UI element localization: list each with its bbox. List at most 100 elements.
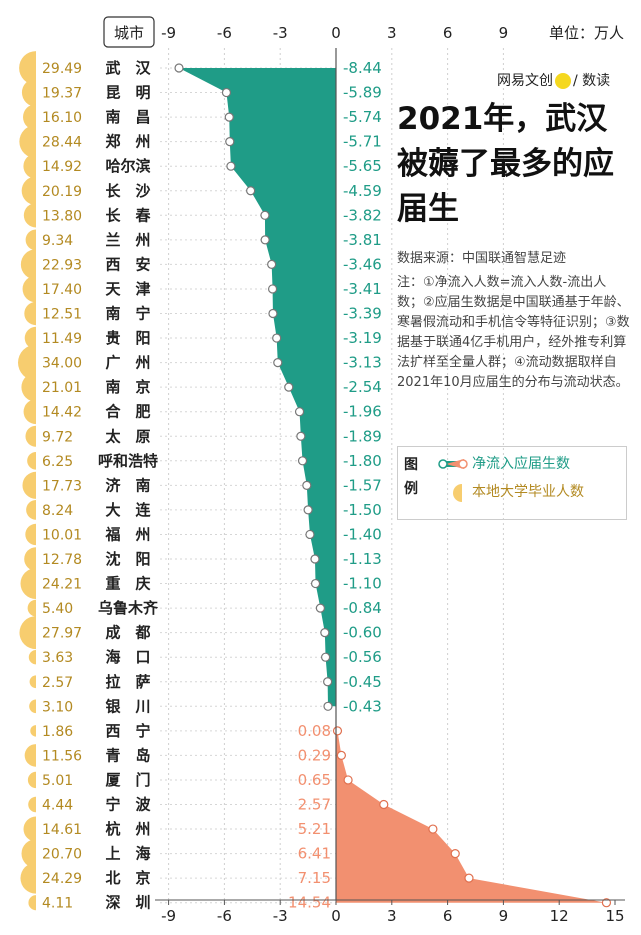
top-tick-label: 3: [387, 24, 397, 42]
graduates-label: 14.42: [42, 405, 82, 421]
city-label: 南 宁: [105, 305, 150, 323]
city-label: 呼和浩特: [98, 452, 158, 470]
graduates-label: 13.80: [42, 208, 82, 224]
graduates-semicircle: [28, 796, 36, 813]
bottom-tick-label: 0: [331, 907, 341, 925]
city-label: 济 南: [105, 476, 150, 494]
net-inflow-point: [297, 456, 308, 466]
graduates-semicircle: [25, 523, 36, 546]
net-inflow-point: [221, 87, 232, 98]
graduates-semicircle: [27, 599, 36, 617]
city-label: 乌鲁木齐: [98, 599, 159, 617]
graduates-label: 9.34: [42, 233, 73, 249]
city-label: 沈 阳: [105, 550, 150, 568]
legend-net-inflow-label: 净流入应届生数: [472, 456, 570, 472]
graduates-label: 3.10: [42, 699, 73, 715]
graduates-semicircle: [21, 372, 36, 402]
top-tick-label: -6: [217, 24, 232, 42]
graduates-label: 19.37: [42, 86, 82, 102]
graduates-label: 4.11: [42, 896, 73, 912]
graduates-label: 4.44: [42, 798, 73, 814]
unit-label: 单位：万人: [549, 24, 624, 42]
net-inflow-value-label: -3.39: [343, 305, 382, 323]
graduates-semicircle: [19, 51, 36, 85]
city-label: 青 岛: [105, 746, 150, 764]
city-header-label: 城市: [114, 24, 144, 42]
net-inflow-point: [428, 824, 438, 834]
brand-logo: 网易文创 / 数读: [497, 70, 610, 90]
graduates-label: 24.21: [42, 577, 82, 593]
net-inflow-point: [260, 210, 270, 220]
graduates-label: 17.73: [42, 478, 82, 494]
bottom-tick-label: 15: [605, 907, 624, 925]
top-tick-label: 6: [443, 24, 453, 42]
graduates-label: 22.93: [42, 257, 82, 273]
net-inflow-point: [273, 358, 283, 368]
graduates-semicircle: [29, 675, 36, 689]
city-label: 昆 明: [105, 84, 150, 102]
graduates-label: 1.86: [42, 724, 73, 740]
graduates-semicircle: [23, 104, 36, 131]
net-inflow-point: [332, 726, 343, 736]
net-inflow-value-label: -3.13: [343, 354, 382, 372]
top-tick-label: 0: [331, 24, 341, 42]
graduates-label: 9.72: [42, 429, 73, 445]
city-label: 海 口: [105, 648, 150, 666]
city-label: 银 川: [105, 697, 150, 715]
net-inflow-value-label: 14.54: [288, 894, 331, 912]
city-label: 重 庆: [105, 575, 150, 593]
graduates-label: 28.44: [42, 135, 82, 151]
graduates-semicircle: [25, 229, 36, 251]
city-label: 深 圳: [105, 894, 150, 912]
negative-area: [179, 68, 336, 707]
net-inflow-point: [379, 799, 389, 810]
graduates-label: 11.49: [42, 331, 82, 347]
city-label: 上 海: [105, 845, 150, 863]
graduates-semicircle: [26, 500, 36, 520]
net-inflow-value-label: -0.60: [343, 624, 382, 642]
graduates-label: 6.25: [42, 454, 73, 470]
city-label: 南 昌: [105, 108, 150, 126]
city-label: 太 原: [105, 427, 150, 445]
city-label: 广 州: [105, 354, 150, 372]
graduates-semicircle: [24, 326, 36, 350]
graduates-semicircle: [27, 451, 36, 470]
city-label: 长 沙: [105, 182, 150, 200]
net-inflow-value-label: 7.15: [298, 869, 331, 887]
graduates-label: 24.29: [42, 871, 82, 887]
city-label: 武 汉: [105, 59, 151, 77]
city-label: 合 肥: [104, 403, 150, 421]
net-inflow-point: [320, 628, 330, 638]
bottom-tick-label: 9: [499, 907, 509, 925]
net-inflow-point: [174, 63, 184, 73]
bottom-tick-label: -3: [273, 907, 288, 925]
graduates-semicircle: [27, 771, 36, 789]
graduates-label: 2.57: [42, 675, 73, 691]
graduates-label: 34.00: [42, 356, 82, 372]
graduates-semicircle: [29, 699, 36, 714]
net-inflow-point: [225, 137, 235, 147]
net-inflow-point: [601, 898, 612, 908]
legend: 图例 净流入应届生数 本地大学毕业人数: [397, 446, 627, 520]
graduates-label: 27.97: [42, 626, 82, 642]
graduates-label: 21.01: [42, 380, 82, 396]
city-label: 南 京: [105, 378, 150, 396]
graduates-semicircle: [28, 649, 36, 665]
net-inflow-value-label: -0.56: [343, 648, 382, 666]
net-inflow-point: [343, 775, 353, 785]
semicircle-layer: [18, 51, 36, 911]
city-label: 宁 波: [105, 796, 151, 814]
city-label: 哈尔滨: [105, 157, 150, 175]
net-inflow-point: [284, 382, 294, 392]
graduates-semicircle: [20, 862, 36, 894]
net-inflow-value-label: -1.80: [343, 452, 382, 470]
graduates-semicircle: [24, 301, 36, 326]
city-label: 杭 州: [105, 820, 150, 838]
net-inflow-point: [323, 677, 333, 687]
net-inflow-point: [303, 505, 313, 515]
graduates-semicircle: [20, 249, 36, 280]
city-header-box: [103, 16, 155, 48]
graduates-label: 12.51: [42, 307, 82, 323]
graduates-label: 11.56: [42, 748, 82, 764]
net-inflow-point: [246, 186, 256, 196]
